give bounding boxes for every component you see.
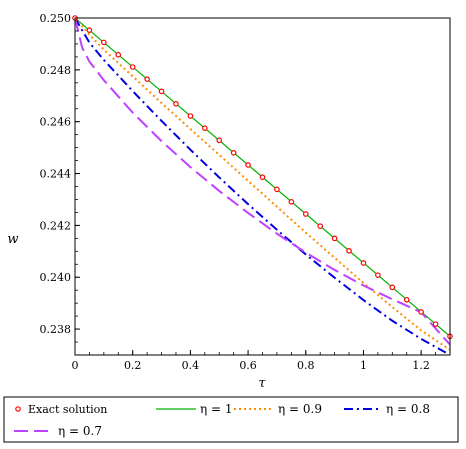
series-point xyxy=(230,150,237,156)
series-line xyxy=(75,18,450,351)
series-line xyxy=(75,18,450,346)
legend-label: η = 0.8 xyxy=(386,402,430,416)
x-tick-label: 0 xyxy=(72,359,79,372)
series-point xyxy=(432,321,439,327)
legend-label: η = 0.9 xyxy=(278,402,322,416)
x-tick-label: 0.6 xyxy=(239,359,257,372)
series-point xyxy=(86,27,93,33)
series-point xyxy=(101,39,107,46)
series-point xyxy=(115,52,122,58)
series-point xyxy=(173,101,179,107)
legend-label: η = 0.7 xyxy=(58,424,102,438)
plot-area xyxy=(72,15,453,355)
legend-label: Exact solution xyxy=(28,403,107,416)
series-line xyxy=(75,18,450,355)
x-tick-label: 0.4 xyxy=(182,359,200,372)
y-tick-label: 0.250 xyxy=(40,12,72,25)
series-point xyxy=(331,235,338,242)
series-point xyxy=(302,211,309,217)
legend-box xyxy=(3,396,459,443)
y-tick-label: 0.238 xyxy=(40,323,72,336)
y-tick-label: 0.242 xyxy=(40,219,72,232)
legend-marker xyxy=(15,406,21,412)
series-point xyxy=(216,137,223,144)
y-axis-label: w xyxy=(7,232,18,247)
series-point xyxy=(274,186,280,193)
series-point xyxy=(144,76,150,82)
series-point xyxy=(346,247,352,254)
series-point xyxy=(418,309,424,315)
y-tick-label: 0.244 xyxy=(40,168,72,181)
x-tick-label: 1.2 xyxy=(412,359,430,372)
axes: 0.250 0.248 0.246 0.244 0.242 0.240 0.238 0 0.2 0… xyxy=(40,12,451,372)
x-tick-label: 0.8 xyxy=(297,359,315,372)
series-point xyxy=(129,64,136,70)
series-point xyxy=(403,296,410,303)
y-tick-label: 0.248 xyxy=(40,64,72,77)
series-point xyxy=(259,174,266,180)
series-point xyxy=(187,113,194,119)
series-point xyxy=(360,260,367,266)
series-point xyxy=(317,223,323,229)
x-tick-label: 1 xyxy=(360,359,367,372)
series-point xyxy=(389,284,396,291)
y-tick-label: 0.240 xyxy=(40,271,72,284)
y-tick-label: 0.246 xyxy=(40,116,72,129)
series-point xyxy=(245,162,251,168)
legend: Exact solution η = 1 η = 0.9 η = 0.8 η = 0.7 xyxy=(3,396,459,443)
series-point xyxy=(202,125,208,131)
legend-label: η = 1 xyxy=(200,402,233,416)
series-point xyxy=(375,272,381,278)
x-tick-label: 0.2 xyxy=(124,359,142,372)
series-point xyxy=(158,88,165,95)
series-point xyxy=(288,198,295,205)
x-axis-label: τ xyxy=(258,376,266,391)
